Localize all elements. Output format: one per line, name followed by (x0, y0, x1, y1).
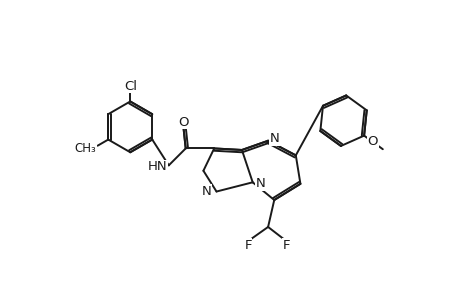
Text: O: O (178, 116, 188, 129)
Text: N: N (269, 132, 279, 145)
Text: F: F (282, 239, 290, 252)
Text: Cl: Cl (124, 80, 137, 92)
Text: F: F (244, 239, 251, 252)
Text: HN: HN (147, 160, 167, 173)
Text: CH₃: CH₃ (74, 142, 96, 154)
Text: N: N (201, 185, 211, 198)
Text: N: N (255, 177, 265, 190)
Text: O: O (367, 136, 377, 148)
